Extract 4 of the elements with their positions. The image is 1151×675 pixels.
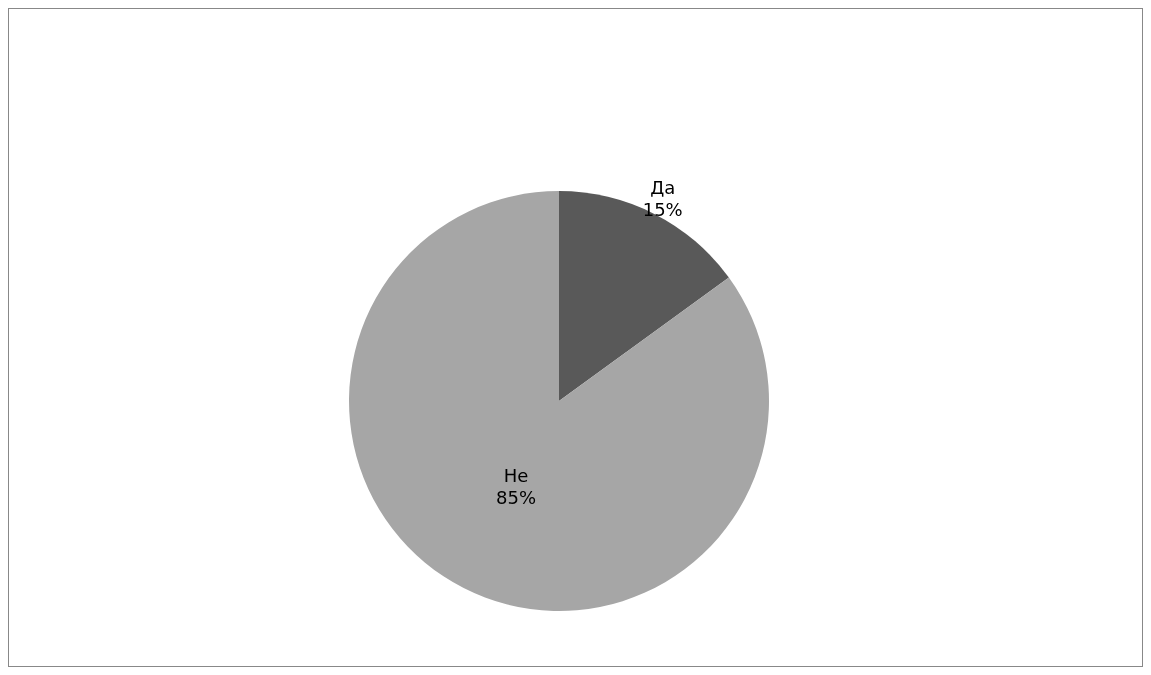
slice-label: Да — [650, 176, 676, 198]
data-label: 15% — [642, 199, 683, 221]
data-label: 85% — [496, 487, 537, 509]
slice-label: Не — [503, 464, 529, 486]
